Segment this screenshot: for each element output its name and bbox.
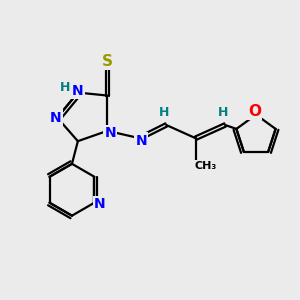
Text: CH₃: CH₃ bbox=[195, 161, 217, 171]
Text: N: N bbox=[94, 197, 106, 211]
Text: H: H bbox=[159, 106, 169, 119]
Text: N: N bbox=[104, 126, 116, 140]
Text: N: N bbox=[72, 84, 84, 98]
Text: O: O bbox=[248, 103, 261, 118]
Text: N: N bbox=[135, 134, 147, 148]
Text: S: S bbox=[102, 54, 113, 69]
Text: H: H bbox=[60, 81, 71, 94]
Text: N: N bbox=[50, 111, 61, 124]
Text: H: H bbox=[218, 106, 228, 119]
